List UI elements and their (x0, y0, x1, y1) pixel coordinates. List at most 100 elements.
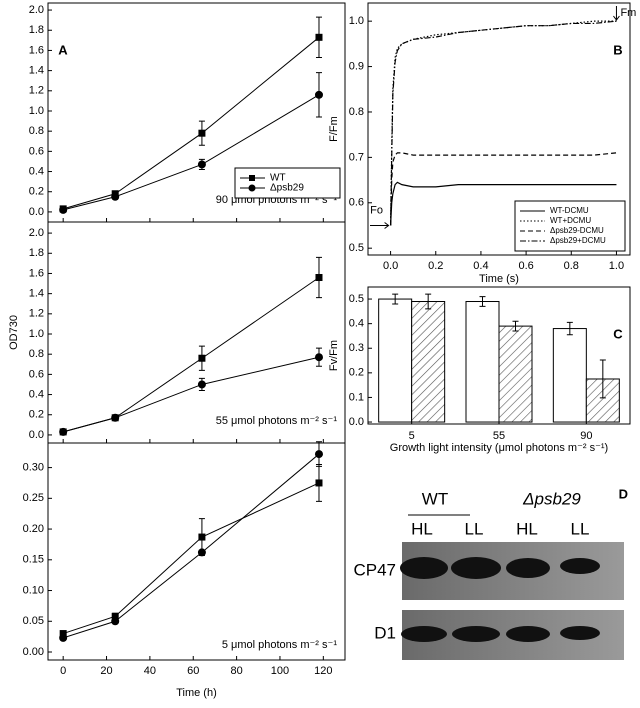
y-tick-label: 0.0 (29, 206, 44, 218)
plot-frame (367, 2, 631, 256)
error-bar (599, 359, 606, 399)
y-tick-label: 0.0 (29, 429, 44, 441)
x-axis-label: Growth light intensity (μmol photons m⁻²… (390, 442, 608, 454)
lane-label: LL (571, 519, 590, 538)
y-tick-label: 1.6 (29, 267, 44, 279)
marker (111, 413, 120, 422)
fm-label: Fm (620, 7, 636, 19)
y-tick-label: 0.30 (23, 461, 44, 473)
series-line (389, 152, 617, 226)
y-tick-label: 0.8 (29, 125, 44, 137)
marker (111, 612, 119, 620)
x-tick-label: 55 (493, 430, 505, 442)
y-tick-label: 1.8 (29, 24, 44, 36)
marker (315, 274, 323, 282)
marker (198, 354, 206, 362)
y-tick-label: 0.9 (349, 60, 364, 72)
y-tick-label: 0.3 (349, 342, 364, 354)
y-tick-label: 0.5 (349, 242, 364, 254)
legend-marker (248, 184, 256, 192)
x-tick-label: 0.8 (564, 260, 579, 272)
legend-label: WT-DCMU (550, 206, 589, 215)
y-tick-label: 0.6 (29, 368, 44, 380)
panel-label: D (619, 486, 628, 501)
error-bar (512, 320, 519, 332)
y-tick-label: 0.0 (349, 416, 364, 428)
legend-label: Δpsb29-DCMU (550, 226, 604, 235)
y-tick-label: 0.7 (349, 151, 364, 163)
y-tick-label: 0.8 (349, 106, 364, 118)
y-tick-label: 0.20 (23, 523, 44, 535)
marker (197, 160, 206, 169)
y-tick-label: 1.4 (29, 288, 44, 300)
lane-label: LL (465, 519, 484, 538)
x-tick-label: 0.4 (473, 260, 488, 272)
annotation: 5 μmol photons m⁻² s⁻¹ (222, 639, 337, 651)
x-tick-label: 0.0 (383, 260, 398, 272)
y-tick-label: 0.6 (29, 145, 44, 157)
marker (197, 548, 206, 557)
plot-frame (47, 221, 346, 444)
marker (315, 479, 323, 487)
y-axis-label: F/Fm (328, 116, 340, 142)
legend-label: WT+DCMU (550, 216, 591, 225)
y-axis-label: OD730 (8, 315, 20, 350)
panel-label: C (613, 326, 623, 341)
error-bar (425, 293, 432, 310)
x-tick-label: 5 (409, 430, 415, 442)
y-tick-label: 0.4 (349, 318, 364, 330)
y-tick-label: 1.2 (29, 85, 44, 97)
series-line (63, 482, 320, 635)
blot: WT Δpsb29 HL LL HL LL D CP47 D1 (353, 486, 628, 660)
x-tick-label: 0.6 (518, 260, 533, 272)
series-line (63, 36, 320, 210)
y-tick-label: 0.15 (23, 554, 44, 566)
x-tick-label: 60 (187, 665, 199, 677)
x-tick-label: 20 (100, 665, 112, 677)
group-label: WT (422, 489, 448, 508)
lane-label: HL (411, 519, 433, 538)
bar (498, 325, 533, 423)
y-tick-label: 0.2 (29, 186, 44, 198)
bar (378, 298, 413, 423)
fo-arrow (370, 222, 390, 229)
y-tick-label: 1.2 (29, 308, 44, 320)
lane-label: HL (516, 519, 538, 538)
series-line (389, 20, 617, 226)
x-tick-label: 0 (60, 665, 66, 677)
y-tick-label: 0.4 (29, 165, 44, 177)
fm-arrow (613, 6, 620, 21)
error-bar (479, 296, 486, 307)
bar (552, 328, 587, 423)
series-line (389, 20, 617, 226)
x-tick-label: 0.2 (428, 260, 443, 272)
bar (411, 301, 446, 423)
legend-label: Δpsb29+DCMU (550, 236, 606, 245)
series-line (63, 453, 320, 639)
series-line (63, 94, 320, 211)
x-tick-label: 80 (230, 665, 242, 677)
x-tick-label: 90 (580, 430, 592, 442)
marker (314, 90, 323, 99)
row-label: CP47 (353, 560, 396, 579)
x-tick-label: 1.0 (609, 260, 624, 272)
marker (197, 380, 206, 389)
y-axis-label: Fv/Fm (328, 340, 340, 371)
marker (314, 353, 323, 362)
series-line (389, 181, 617, 226)
bar (465, 301, 500, 423)
x-tick-label: 40 (144, 665, 156, 677)
plot-frame (47, 442, 346, 661)
error-bar (566, 321, 573, 336)
y-tick-label: 1.0 (349, 15, 364, 27)
panel-label: A (58, 42, 68, 57)
y-tick-label: 2.0 (29, 4, 44, 16)
x-axis-label: Time (h) (176, 687, 217, 699)
y-tick-label: 0.6 (349, 197, 364, 209)
legend-box (234, 167, 341, 199)
y-tick-label: 0.25 (23, 492, 44, 504)
legend-box (514, 200, 626, 252)
marker (314, 450, 323, 459)
marker (198, 533, 206, 541)
y-tick-label: 1.0 (29, 328, 44, 340)
